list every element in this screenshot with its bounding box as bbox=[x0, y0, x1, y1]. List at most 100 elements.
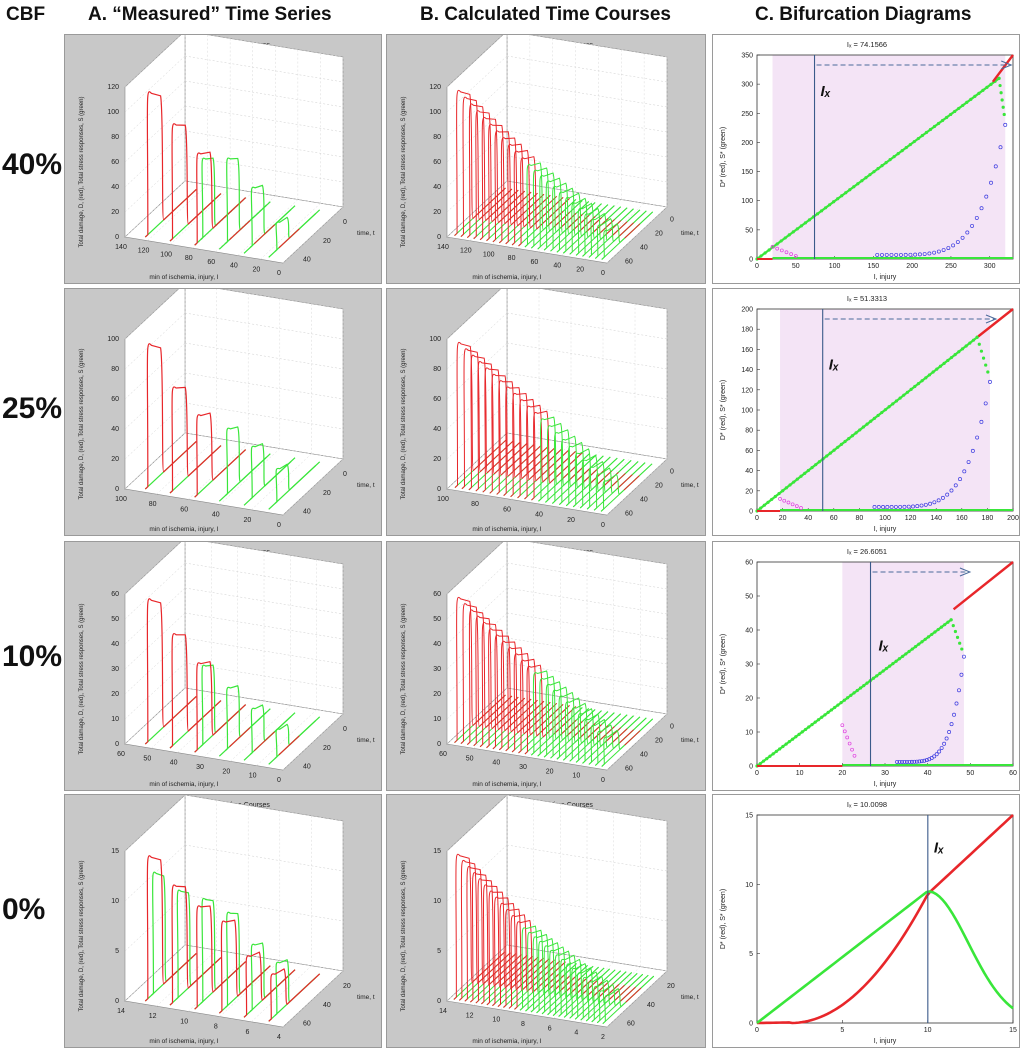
damage-trace bbox=[169, 884, 222, 1006]
damage-trace bbox=[492, 130, 545, 243]
grid-line bbox=[506, 612, 668, 640]
stress-trace bbox=[582, 713, 634, 764]
panel-b-0-svg: Absolute Value Time Courses0510151412108… bbox=[401, 795, 699, 1045]
stress-trace bbox=[249, 942, 292, 1013]
y-tick-label: 60 bbox=[745, 448, 753, 455]
unstable-point bbox=[937, 749, 942, 754]
stress-trace bbox=[556, 691, 609, 760]
y-tick-label: 60 bbox=[303, 1021, 311, 1028]
damage-trace bbox=[625, 987, 642, 1003]
x-axis-label: min of ischemia, injury, I bbox=[149, 526, 218, 533]
grid-line bbox=[184, 105, 344, 133]
x-tick-label: 120 bbox=[905, 515, 917, 522]
panel-b-40: Absolute Value Time Courses0204060801001… bbox=[386, 34, 706, 284]
damage-trace bbox=[617, 729, 634, 745]
y-tick-label: 0 bbox=[670, 216, 674, 223]
magenta-point bbox=[793, 254, 798, 258]
column-a-header: A. “Measured” Time Series bbox=[88, 4, 332, 25]
unstable-point bbox=[998, 145, 1003, 150]
grid-line bbox=[124, 562, 186, 620]
grid-line bbox=[124, 402, 186, 460]
x-tick-label: 40 bbox=[535, 512, 543, 519]
stress-trace bbox=[530, 933, 583, 1013]
curves bbox=[454, 596, 654, 767]
z-tick-label: 20 bbox=[433, 691, 441, 698]
grid-line bbox=[506, 372, 668, 400]
ix-label: Iₓ bbox=[821, 83, 831, 100]
x-tick-label: 50 bbox=[143, 755, 151, 762]
panel-b-10: Absolute Value Time Courses0102030405060… bbox=[386, 541, 706, 791]
unstable-point bbox=[876, 505, 881, 509]
stress-trace bbox=[547, 946, 599, 1016]
damage-trace bbox=[278, 735, 300, 756]
y-tick-label: 60 bbox=[625, 258, 633, 265]
grid-line bbox=[282, 970, 344, 1028]
unstable-point bbox=[957, 688, 961, 693]
curves bbox=[144, 91, 321, 258]
x-tick-label: 0 bbox=[277, 522, 281, 529]
magenta-point bbox=[845, 735, 850, 740]
grid-line bbox=[606, 206, 668, 264]
x-tick-label: 12 bbox=[149, 1013, 157, 1020]
y-tick-label: 40 bbox=[303, 257, 311, 264]
panel-c-0: Iₓ = 10.0098 0 5 10 15 0 5 10 15 I, injury D* (red… bbox=[712, 794, 1020, 1048]
panel-b-25-svg: Absolute Value Time Courses0204060801001… bbox=[401, 289, 699, 533]
grid-line bbox=[124, 35, 182, 88]
x-tick-label: 20 bbox=[838, 770, 846, 777]
y-tick-label: 0 bbox=[749, 257, 753, 264]
x-axis-label: min of ischemia, injury, I bbox=[149, 781, 218, 788]
damage-trace bbox=[268, 968, 321, 1022]
unstable-point bbox=[946, 246, 951, 250]
x-tick-label: 200 bbox=[906, 263, 918, 270]
damage-trace bbox=[508, 914, 561, 1009]
stress-trace bbox=[558, 954, 610, 1017]
z-tick-label: 0 bbox=[437, 741, 441, 748]
stress-trace bbox=[550, 182, 602, 252]
y-tick-label: 40 bbox=[647, 1002, 655, 1009]
grid-line bbox=[237, 199, 299, 256]
panel-b-40-svg: Absolute Value Time Courses0204060801001… bbox=[401, 35, 699, 281]
unstable-point bbox=[895, 759, 900, 764]
stress-trace bbox=[593, 462, 646, 511]
row-label-40: 40% bbox=[2, 148, 63, 181]
unstable-point bbox=[912, 759, 917, 764]
grid-line bbox=[184, 55, 344, 83]
grid-line bbox=[260, 203, 321, 260]
damage-branch bbox=[977, 308, 1014, 338]
x-tick-label: 40 bbox=[212, 512, 220, 519]
stress-point bbox=[949, 618, 953, 622]
y-axis-label: D* (red), S* (green) bbox=[720, 889, 727, 949]
stress-trace bbox=[575, 202, 628, 256]
x-tick-label: 30 bbox=[196, 764, 204, 771]
stress-trace bbox=[582, 207, 634, 257]
x-tick-label: 80 bbox=[471, 501, 479, 508]
panel-c-40-svg: Iₓ = 74.1566 0 50 100 150 200 250 300 0 50 100 150 2… bbox=[720, 40, 1014, 281]
shaded-region bbox=[772, 55, 1006, 259]
x-axis-label: min of ischemia, injury, I bbox=[149, 1038, 218, 1045]
grid-line bbox=[184, 155, 344, 183]
y-tick-label: 180 bbox=[741, 327, 753, 334]
damage-trace bbox=[531, 410, 583, 501]
unstable-point bbox=[1003, 122, 1008, 127]
damage-trace bbox=[169, 633, 222, 749]
column-b-header: B. Calculated Time Courses bbox=[420, 4, 671, 25]
unstable-point bbox=[902, 504, 907, 509]
x-tick-label: 60 bbox=[1009, 770, 1017, 777]
damage-trace bbox=[169, 386, 222, 494]
chart-title: Iₓ = 51.3313 bbox=[847, 294, 887, 303]
panel-c-0-svg: Iₓ = 10.0098 0 5 10 15 0 5 10 15 I, injury D* (red… bbox=[720, 800, 1017, 1045]
z-tick-label: 50 bbox=[111, 616, 119, 623]
y-tick-label: 0 bbox=[670, 468, 674, 475]
stress-trace bbox=[519, 925, 572, 1011]
stress-point bbox=[951, 624, 955, 628]
stress-trace bbox=[556, 187, 609, 253]
unstable-point bbox=[932, 500, 937, 505]
unstable-point bbox=[932, 250, 937, 255]
x-tick-label: 10 bbox=[572, 773, 580, 780]
damage-trace bbox=[460, 96, 513, 237]
grid-line bbox=[156, 950, 217, 1007]
z-tick-label: 60 bbox=[433, 591, 441, 598]
stress-trace bbox=[575, 708, 628, 763]
panel-b-25: Absolute Value Time Courses0204060801001… bbox=[386, 288, 706, 536]
grid-line bbox=[506, 80, 668, 108]
